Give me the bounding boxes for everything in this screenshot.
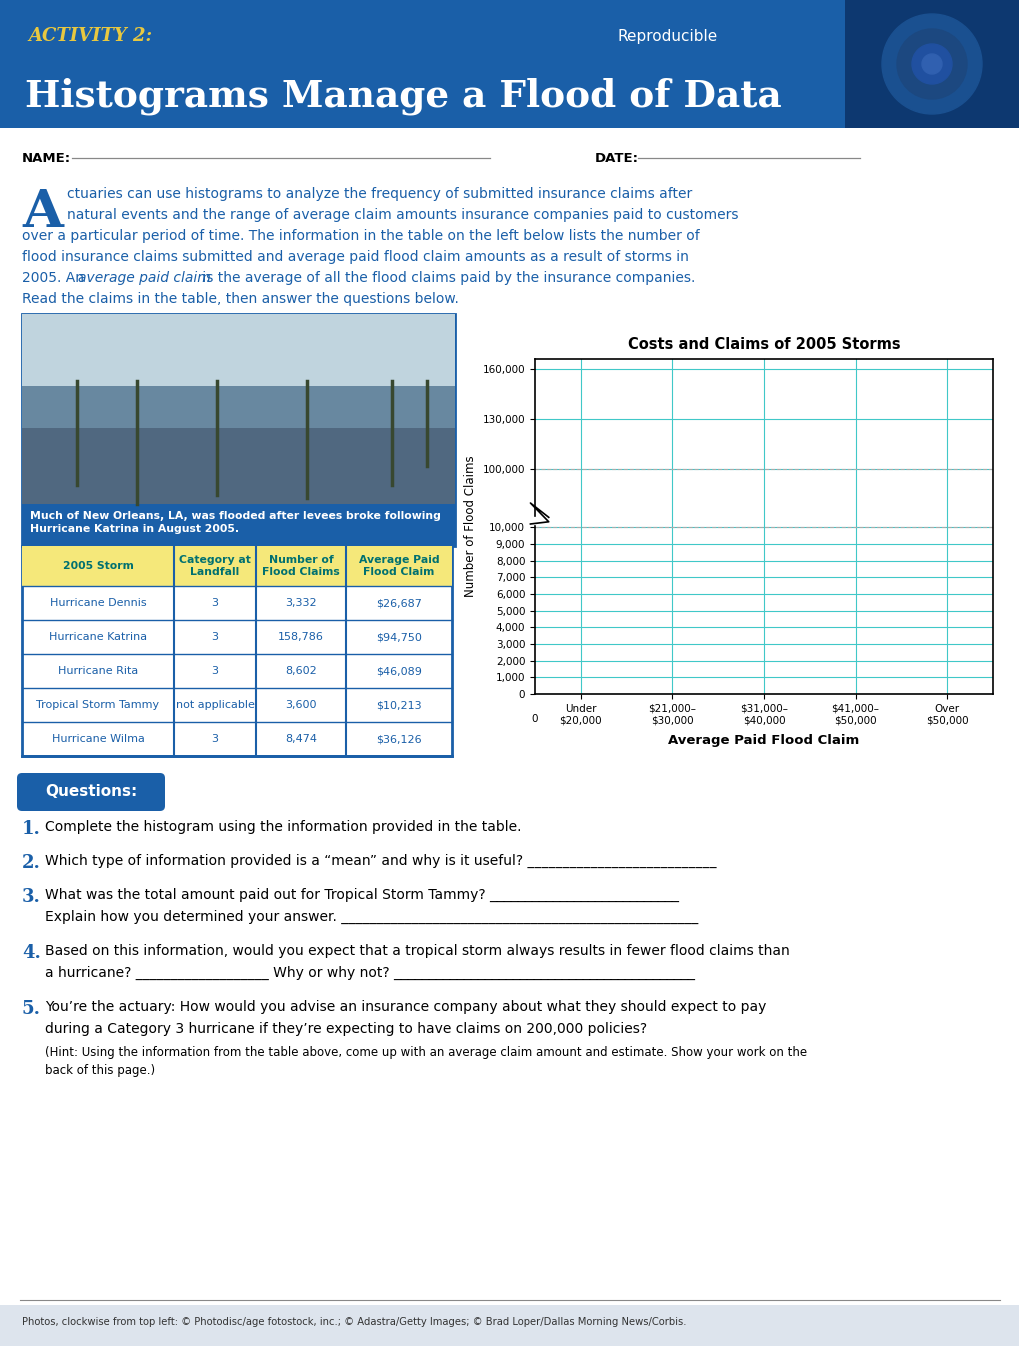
Text: Photos, clockwise from top left: © Photodisc/age fotostock, inc.; © Adastra/Gett: Photos, clockwise from top left: © Photo… bbox=[22, 1316, 686, 1327]
Text: 3,600: 3,600 bbox=[285, 700, 317, 709]
FancyBboxPatch shape bbox=[0, 1306, 1019, 1346]
FancyBboxPatch shape bbox=[17, 773, 165, 812]
FancyBboxPatch shape bbox=[22, 546, 451, 586]
Text: Hurricane Wilma: Hurricane Wilma bbox=[52, 734, 145, 744]
Y-axis label: Number of Flood Claims: Number of Flood Claims bbox=[464, 456, 477, 598]
FancyBboxPatch shape bbox=[0, 128, 1019, 1346]
FancyBboxPatch shape bbox=[844, 0, 1019, 128]
Text: a hurricane? ___________________ Why or why not? _______________________________: a hurricane? ___________________ Why or … bbox=[45, 966, 694, 980]
FancyBboxPatch shape bbox=[22, 386, 454, 503]
Circle shape bbox=[881, 13, 981, 114]
Text: 0: 0 bbox=[531, 713, 538, 724]
FancyBboxPatch shape bbox=[22, 314, 454, 546]
FancyBboxPatch shape bbox=[22, 546, 451, 756]
Text: $10,213: $10,213 bbox=[376, 700, 422, 709]
Text: is the average of all the flood claims paid by the insurance companies.: is the average of all the flood claims p… bbox=[198, 271, 695, 285]
Text: $46,089: $46,089 bbox=[376, 666, 422, 676]
Text: 2.: 2. bbox=[22, 853, 41, 872]
Text: Which type of information provided is a “mean” and why is it useful? ___________: Which type of information provided is a … bbox=[45, 853, 715, 868]
Text: (Hint: Using the information from the table above, come up with an average claim: (Hint: Using the information from the ta… bbox=[45, 1046, 806, 1059]
Circle shape bbox=[911, 44, 951, 83]
Text: A: A bbox=[22, 187, 63, 238]
Text: Based on this information, would you expect that a tropical storm always results: Based on this information, would you exp… bbox=[45, 944, 789, 958]
Text: $36,126: $36,126 bbox=[376, 734, 422, 744]
Text: 3,332: 3,332 bbox=[285, 598, 317, 608]
X-axis label: Average Paid Flood Claim: Average Paid Flood Claim bbox=[667, 734, 859, 747]
FancyBboxPatch shape bbox=[22, 503, 454, 546]
Text: Hurricane Rita: Hurricane Rita bbox=[58, 666, 138, 676]
Circle shape bbox=[896, 30, 966, 100]
Text: 3: 3 bbox=[211, 666, 218, 676]
Text: $94,750: $94,750 bbox=[376, 633, 422, 642]
Text: 8,602: 8,602 bbox=[285, 666, 317, 676]
Text: Reproducible: Reproducible bbox=[618, 28, 717, 43]
Text: 3: 3 bbox=[211, 734, 218, 744]
Text: natural events and the range of average claim amounts insurance companies paid t: natural events and the range of average … bbox=[67, 209, 738, 222]
Text: Hurricane Dennis: Hurricane Dennis bbox=[50, 598, 146, 608]
Text: 2005 Storm: 2005 Storm bbox=[62, 561, 133, 571]
Text: NAME:: NAME: bbox=[22, 152, 71, 164]
Text: Read the claims in the table, then answer the questions below.: Read the claims in the table, then answe… bbox=[22, 292, 459, 306]
Text: Questions:: Questions: bbox=[45, 785, 137, 800]
Text: back of this page.): back of this page.) bbox=[45, 1063, 155, 1077]
Text: during a Category 3 hurricane if they’re expecting to have claims on 200,000 pol: during a Category 3 hurricane if they’re… bbox=[45, 1022, 646, 1036]
Text: 3: 3 bbox=[211, 598, 218, 608]
Text: average paid claim: average paid claim bbox=[77, 271, 211, 285]
Text: 3.: 3. bbox=[22, 888, 41, 906]
Text: 158,786: 158,786 bbox=[278, 633, 324, 642]
Text: $26,687: $26,687 bbox=[376, 598, 422, 608]
Text: over a particular period of time. The information in the table on the left below: over a particular period of time. The in… bbox=[22, 229, 699, 244]
Text: What was the total amount paid out for Tropical Storm Tammy? ___________________: What was the total amount paid out for T… bbox=[45, 888, 679, 902]
Text: Complete the histogram using the information provided in the table.: Complete the histogram using the informa… bbox=[45, 820, 521, 835]
Text: Number of
Flood Claims: Number of Flood Claims bbox=[262, 555, 339, 577]
Text: DATE:: DATE: bbox=[594, 152, 638, 164]
Text: Average Paid
Flood Claim: Average Paid Flood Claim bbox=[359, 555, 439, 577]
FancyBboxPatch shape bbox=[0, 0, 1019, 128]
Text: Explain how you determined your answer. ________________________________________: Explain how you determined your answer. … bbox=[45, 910, 698, 925]
FancyBboxPatch shape bbox=[22, 428, 454, 503]
Text: Tropical Storm Tammy: Tropical Storm Tammy bbox=[37, 700, 159, 709]
Text: Category at
Landfall: Category at Landfall bbox=[179, 555, 251, 577]
Text: Hurricane Katrina: Hurricane Katrina bbox=[49, 633, 147, 642]
Text: Much of New Orleans, LA, was flooded after levees broke following
Hurricane Katr: Much of New Orleans, LA, was flooded aft… bbox=[30, 511, 440, 534]
Text: 5.: 5. bbox=[22, 1000, 41, 1018]
Text: Histograms Manage a Flood of Data: Histograms Manage a Flood of Data bbox=[25, 77, 781, 114]
Text: not applicable: not applicable bbox=[175, 700, 254, 709]
Circle shape bbox=[921, 54, 942, 74]
Text: 1.: 1. bbox=[22, 820, 41, 839]
Text: ACTIVITY 2:: ACTIVITY 2: bbox=[28, 27, 152, 44]
Text: 2005. An: 2005. An bbox=[22, 271, 89, 285]
Text: 4.: 4. bbox=[22, 944, 41, 962]
Text: You’re the actuary: How would you advise an insurance company about what they sh: You’re the actuary: How would you advise… bbox=[45, 1000, 765, 1014]
FancyBboxPatch shape bbox=[22, 314, 454, 503]
Text: flood insurance claims submitted and average paid flood claim amounts as a resul: flood insurance claims submitted and ave… bbox=[22, 250, 688, 264]
Text: ctuaries can use histograms to analyze the frequency of submitted insurance clai: ctuaries can use histograms to analyze t… bbox=[67, 187, 692, 201]
Text: 3: 3 bbox=[211, 633, 218, 642]
Text: 8,474: 8,474 bbox=[284, 734, 317, 744]
FancyBboxPatch shape bbox=[22, 314, 454, 386]
Title: Costs and Claims of 2005 Storms: Costs and Claims of 2005 Storms bbox=[627, 338, 900, 353]
